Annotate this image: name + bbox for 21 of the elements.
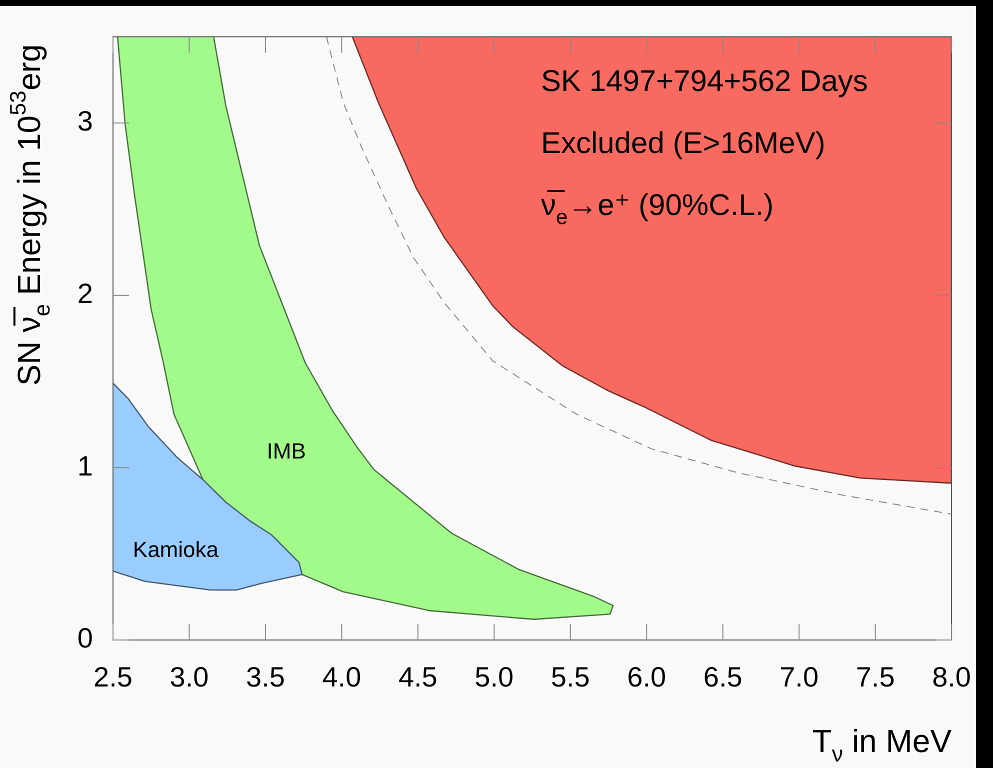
- x-tick-label: 2.5: [94, 662, 132, 693]
- y-tick-label: 1: [77, 450, 93, 482]
- x-tick-label: 7.0: [780, 662, 819, 693]
- annotation: Excluded (E>16MeV): [541, 126, 826, 160]
- x-tick-label: 8.0: [932, 662, 972, 693]
- series-label: Kamioka: [132, 537, 220, 562]
- x-tick-label: 4.5: [398, 662, 438, 693]
- x-tick-label: 6.0: [627, 662, 666, 693]
- x-tick-label: 5.5: [550, 662, 590, 693]
- x-tick-label: 3.0: [170, 662, 209, 693]
- y-tick-label: 3: [77, 106, 93, 137]
- x-tick-label: 5.0: [474, 662, 514, 693]
- y-axis-title: SN ν̅e Energy in 1053erg: [6, 44, 55, 386]
- x-tick-label: 7.5: [856, 662, 895, 693]
- x-tick-label: 3.5: [246, 662, 285, 693]
- series-label: IMB: [266, 438, 306, 464]
- x-tick-label: 6.5: [703, 662, 742, 693]
- x-tick-label: 4.0: [322, 662, 362, 693]
- annotation: SK 1497+794+562 Days: [541, 64, 868, 98]
- y-tick-label: 2: [77, 278, 93, 310]
- y-tick-label: 0: [77, 622, 93, 654]
